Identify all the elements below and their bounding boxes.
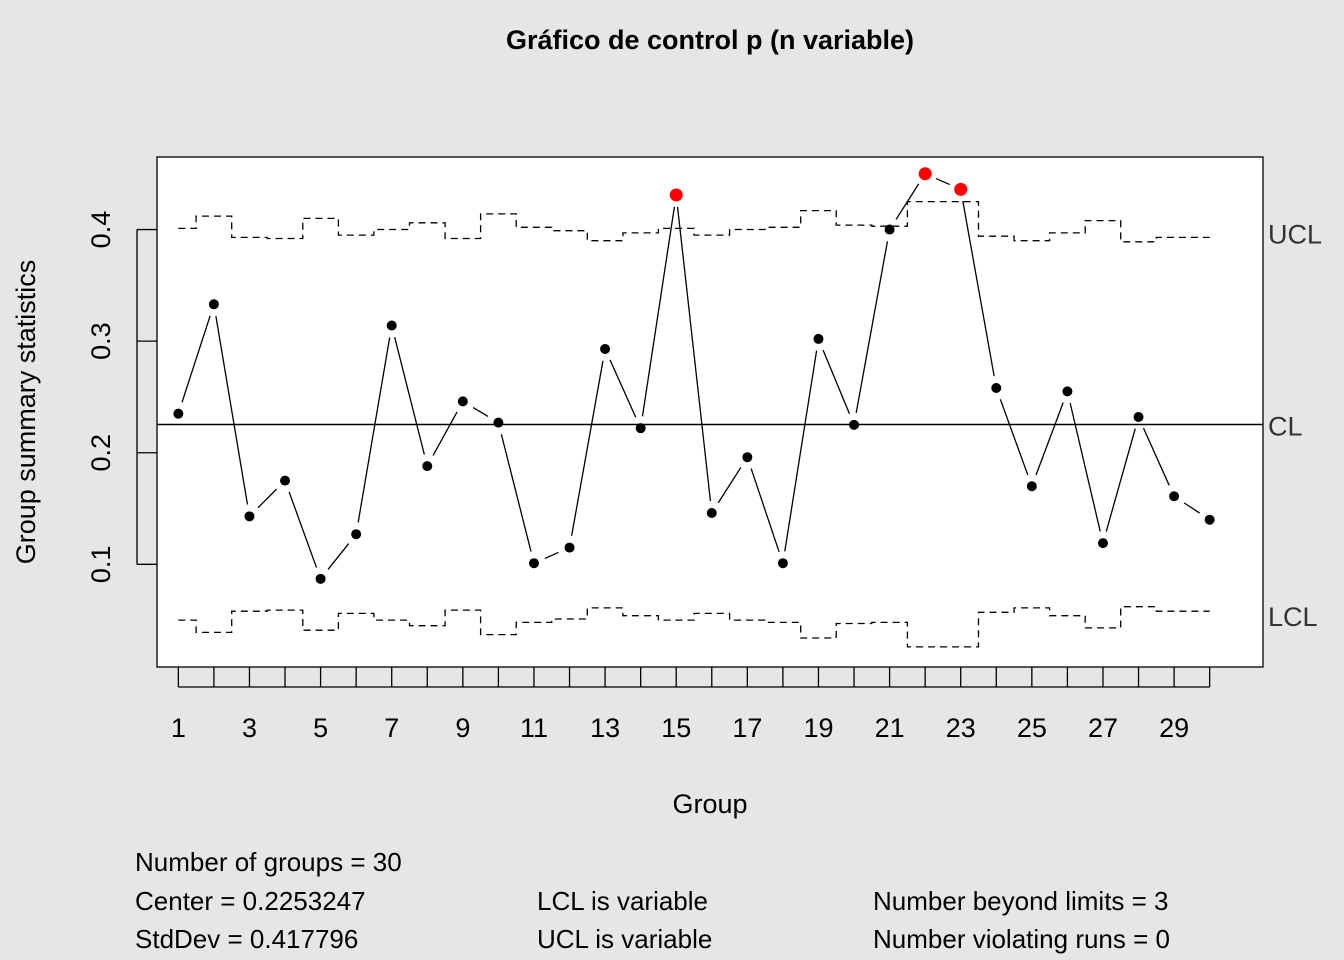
series-segment	[394, 336, 425, 455]
point-beyond-limits	[918, 167, 932, 181]
x-tick-label: 3	[242, 713, 257, 743]
y-tick-label: 0.3	[86, 322, 116, 360]
data-point	[528, 558, 539, 569]
data-point	[1062, 386, 1073, 397]
data-point	[777, 558, 788, 569]
series-segment	[1035, 402, 1064, 476]
x-tick-label: 9	[455, 713, 470, 743]
data-point	[1133, 412, 1144, 423]
stats-groups: Number of groups = 30	[135, 847, 402, 877]
x-tick-label: 13	[590, 713, 620, 743]
data-point	[991, 383, 1002, 394]
series-segment	[750, 468, 780, 553]
data-point	[742, 452, 753, 463]
data-point	[244, 511, 255, 522]
stats-beyond-limits: Number beyond limits = 3	[873, 886, 1169, 916]
series-segment	[327, 543, 350, 570]
stats-violating-runs: Number violating runs = 0	[873, 924, 1170, 954]
x-tick-label: 5	[313, 713, 328, 743]
data-point	[280, 475, 291, 486]
series-segment	[895, 183, 920, 220]
x-tick-label: 17	[732, 713, 762, 743]
series-segment	[500, 434, 532, 552]
series-segment	[544, 551, 559, 559]
series-segment	[288, 491, 318, 568]
lcl-label: LCL	[1268, 602, 1318, 632]
stats-stddev: StdDev = 0.417796	[135, 924, 359, 954]
point-beyond-limits	[669, 188, 683, 202]
data-point	[1169, 491, 1180, 502]
stats-ucl-variable: UCL is variable	[537, 924, 713, 954]
series-segment	[641, 206, 676, 417]
series-segment	[1105, 428, 1136, 532]
series-segment	[257, 488, 278, 509]
series-segment	[181, 315, 211, 403]
y-axis-title: Group summary statistics	[11, 260, 41, 565]
x-tick-label: 15	[661, 713, 691, 743]
cl-label: CL	[1268, 411, 1303, 441]
series-segment	[822, 349, 851, 414]
x-tick-label: 29	[1159, 713, 1189, 743]
data-point	[706, 507, 717, 518]
x-tick-label: 23	[946, 713, 976, 743]
plot-area	[156, 156, 1264, 668]
series-segment	[609, 359, 637, 418]
chart-title: Gráfico de control p (n variable)	[506, 25, 914, 55]
series-segment	[676, 206, 712, 502]
x-tick-label: 7	[384, 713, 399, 743]
y-tick-label: 0.1	[86, 546, 116, 584]
data-point	[422, 461, 433, 472]
data-point	[600, 343, 611, 354]
data-point	[1097, 538, 1108, 549]
series-segment	[935, 177, 950, 186]
series-segment	[357, 337, 391, 523]
series-segment	[571, 360, 604, 536]
series-segment	[1183, 502, 1200, 514]
ucl-label: UCL	[1268, 219, 1322, 249]
data-point	[315, 573, 326, 584]
data-point	[1204, 514, 1215, 525]
y-tick-label: 0.4	[86, 211, 116, 249]
x-tick-label: 25	[1017, 713, 1047, 743]
data-point	[208, 299, 219, 310]
series-segment	[717, 466, 742, 504]
data-point	[351, 529, 362, 540]
data-point	[849, 419, 860, 430]
stats-lcl-variable: LCL is variable	[537, 886, 709, 916]
series-segment	[999, 399, 1029, 476]
x-tick-label: 19	[803, 713, 833, 743]
lcl-line	[178, 606, 1210, 648]
data-point	[635, 423, 646, 434]
series-segment	[784, 350, 818, 552]
data-point	[493, 417, 504, 428]
x-tick-label: 1	[171, 713, 186, 743]
series-segment	[215, 316, 249, 505]
y-tick-label: 0.2	[86, 434, 116, 472]
x-axis-title: Group	[672, 789, 747, 819]
series-segment	[1142, 427, 1170, 486]
series-segment	[432, 411, 458, 456]
x-tick-label: 21	[875, 713, 905, 743]
data-point	[813, 333, 824, 344]
data-point	[884, 224, 895, 235]
series-segment	[1069, 402, 1101, 532]
point-beyond-limits	[954, 182, 968, 196]
series-segment	[962, 201, 995, 377]
x-tick-label: 27	[1088, 713, 1118, 743]
data-point	[457, 396, 468, 407]
ucl-line	[178, 200, 1210, 243]
series-segment	[855, 241, 889, 414]
x-tick-label: 11	[520, 713, 548, 743]
series-segment	[472, 406, 489, 418]
data-point	[386, 320, 397, 331]
data-point	[564, 542, 575, 553]
stats-center: Center = 0.2253247	[135, 886, 366, 916]
data-point	[173, 408, 184, 419]
data-point	[1026, 481, 1037, 492]
